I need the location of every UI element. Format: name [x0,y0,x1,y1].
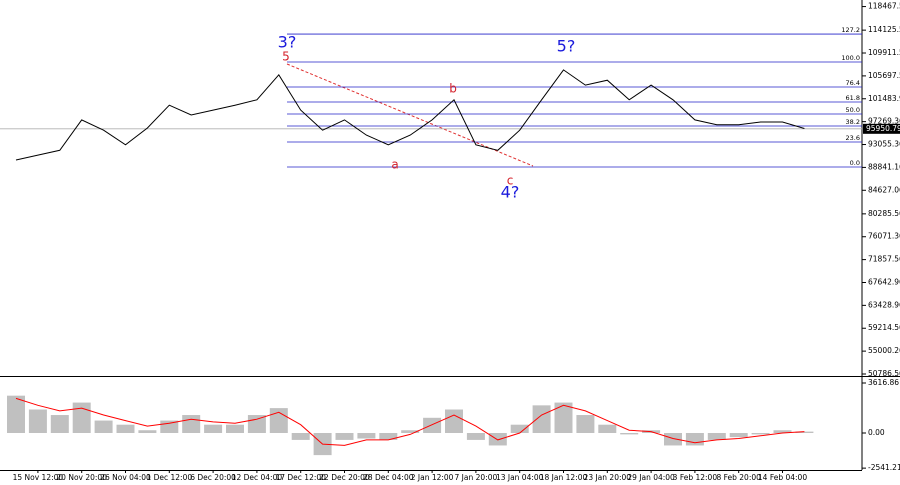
histogram-bar [510,424,529,434]
histogram-bar [664,433,682,446]
x-tick-label: 3 Feb 12:00 [673,473,718,482]
wave-label: 5 [282,50,290,64]
histogram-bar [28,409,47,434]
histogram-bar [50,415,69,434]
last-price-label: 95950.79 [866,124,900,133]
y-tick-label: 84627.06 [868,185,900,194]
fib-label: 61.8 [846,94,860,102]
y-tick-label: 50786.56 [868,369,900,378]
x-tick-label: 14 Feb 04:00 [758,473,807,482]
y-tick-label: 109911.56 [868,48,900,57]
histogram-bar [182,415,201,434]
histogram-bar [685,433,704,446]
histogram-bar [466,433,485,440]
wave-label: c [507,174,514,188]
fib-label: 23.6 [846,134,860,142]
histogram-bar [532,405,551,434]
histogram-bar [379,433,398,440]
fib-label: 76.4 [846,79,860,87]
x-tick-label: 7 Jan 20:00 [455,473,498,482]
histogram-bar [598,424,617,434]
y-tick-label: 101483.96 [868,94,900,103]
x-tick-label: 8 Feb 20:00 [716,473,761,482]
fib-label: 127.2 [841,26,860,34]
y-tick-label: 63428.96 [868,300,900,309]
y-tick-label: 71857.56 [868,255,900,264]
y-tick-label: 80285.56 [868,209,900,218]
histogram-bar [707,433,726,440]
y-tick-label: 0.00 [868,428,885,437]
x-tick-label: 26 Nov 04:00 [100,473,151,482]
histogram-bar [357,433,376,439]
y-tick-label: 105697.56 [868,71,900,80]
histogram-bar [576,415,595,434]
x-tick-label: 13 Jan 04:00 [496,473,544,482]
series-line [15,397,805,446]
wave-label: 4? [501,183,520,202]
wave-label: 3? [278,33,297,52]
y-tick-label: 114125.56 [868,25,900,34]
x-tick-label: 28 Dec 04:00 [363,473,414,482]
histogram-bar [72,402,91,434]
wave-label: a [391,158,398,172]
fib-label: 100.0 [841,54,860,62]
wave-label: 5? [557,37,576,56]
histogram-bar [7,395,25,434]
histogram-bar [116,424,135,434]
y-tick-label: 55000.26 [868,346,900,355]
x-tick-label: 15 Nov 12:00 [13,473,64,482]
y-tick-label: 97269.36 [868,117,900,126]
last-price-box [863,123,900,134]
x-tick-label: 22 Dec 20:00 [319,473,370,482]
x-tick-label: 17 Dec 12:00 [275,473,326,482]
histogram-bar [335,433,354,440]
x-tick-label: 2 Jan 12:00 [411,473,454,482]
fib-label: 0.0 [850,159,860,167]
x-tick-label: 12 Dec 04:00 [232,473,283,482]
y-tick-label: 3616.86 [868,378,899,387]
histogram-bar [445,409,463,434]
histogram-bar [204,424,223,434]
histogram-bar [729,433,748,438]
histogram-bar [247,415,266,434]
wave-label: b [449,82,457,96]
series-line [15,69,805,161]
histogram-bar [554,402,573,434]
y-tick-label: 67642.96 [868,277,900,286]
histogram-bar [488,433,507,446]
x-tick-label: 18 Jan 12:00 [540,473,588,482]
x-tick-label: 6 Dec 20:00 [190,473,236,482]
y-tick-label: 88841.16 [868,162,900,171]
y-tick-label: 59214.56 [868,323,900,332]
histogram-bar [795,431,814,434]
x-tick-label: 1 Dec 12:00 [146,473,192,482]
histogram-bar [94,420,113,434]
histogram-bar [620,433,639,435]
histogram-bar [226,424,244,434]
x-tick-label: 29 Jan 04:00 [627,473,675,482]
y-tick-label: 93055.36 [868,140,900,149]
y-tick-label: 118467.56 [868,2,900,11]
fib-label: 38.2 [846,118,860,126]
fib-label: 50.0 [846,106,860,114]
histogram-bar [401,430,420,434]
y-tick-label: -2541.21 [868,463,900,472]
x-tick-label: 23 Jan 20:00 [584,473,632,482]
histogram-bar [423,417,442,434]
histogram-bar [291,433,310,440]
histogram-bar [773,430,792,434]
y-tick-label: 76071.36 [868,232,900,241]
histogram-bar [138,430,157,434]
x-tick-label: 20 Nov 20:00 [56,473,107,482]
histogram-bar [751,433,770,435]
